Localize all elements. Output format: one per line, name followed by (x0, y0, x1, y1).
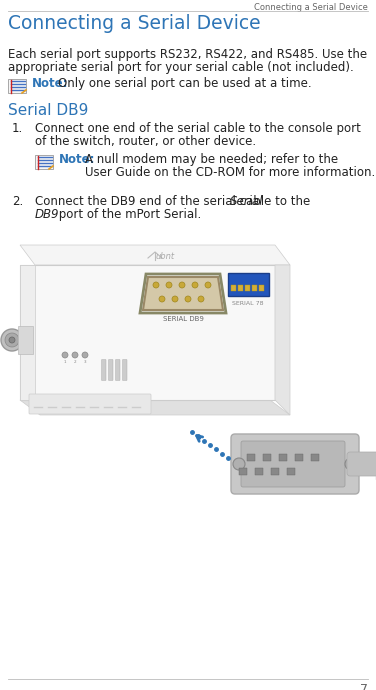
Circle shape (82, 352, 88, 358)
Text: Connect one end of the serial cable to the console port: Connect one end of the serial cable to t… (35, 122, 361, 135)
Circle shape (5, 333, 19, 347)
Bar (238, 285, 243, 291)
Circle shape (345, 458, 357, 470)
Text: Serial: Serial (230, 195, 263, 208)
FancyBboxPatch shape (109, 359, 113, 380)
Circle shape (198, 296, 204, 302)
Text: Connect the DB9 end of the serial cable to the: Connect the DB9 end of the serial cable … (35, 195, 314, 208)
Bar (311, 454, 319, 461)
Circle shape (153, 282, 159, 288)
Bar (295, 454, 303, 461)
Bar (287, 468, 295, 475)
Text: Note:: Note: (32, 77, 68, 90)
Bar (255, 468, 263, 475)
Bar (231, 285, 236, 291)
Bar (263, 454, 271, 461)
Circle shape (62, 352, 68, 358)
Polygon shape (275, 265, 290, 415)
Polygon shape (20, 400, 290, 415)
Circle shape (192, 282, 198, 288)
Bar (247, 454, 255, 461)
FancyBboxPatch shape (123, 359, 127, 380)
FancyBboxPatch shape (115, 359, 120, 380)
Polygon shape (20, 265, 275, 400)
Circle shape (205, 282, 211, 288)
Polygon shape (20, 265, 35, 400)
Bar (271, 468, 279, 475)
Circle shape (179, 282, 185, 288)
FancyBboxPatch shape (231, 434, 359, 494)
Circle shape (72, 352, 78, 358)
Circle shape (166, 282, 172, 288)
Text: 7: 7 (360, 683, 368, 690)
Text: Only one serial port can be used at a time.: Only one serial port can be used at a ti… (58, 77, 312, 90)
Text: Note:: Note: (59, 153, 96, 166)
Polygon shape (20, 245, 290, 265)
Text: 1.: 1. (12, 122, 23, 135)
Text: 2.: 2. (12, 195, 23, 208)
FancyBboxPatch shape (102, 359, 106, 380)
FancyBboxPatch shape (8, 79, 26, 93)
Text: SERIAL 78: SERIAL 78 (232, 301, 264, 306)
FancyBboxPatch shape (227, 273, 268, 295)
FancyBboxPatch shape (241, 441, 345, 487)
Circle shape (159, 296, 165, 302)
Bar (259, 285, 264, 291)
Polygon shape (143, 277, 223, 310)
Circle shape (172, 296, 178, 302)
FancyBboxPatch shape (29, 394, 151, 414)
Bar (245, 285, 250, 291)
Bar (252, 285, 257, 291)
Text: of the switch, router, or other device.: of the switch, router, or other device. (35, 135, 256, 148)
Text: appropriate serial port for your serial cable (not included).: appropriate serial port for your serial … (8, 61, 354, 74)
Bar (279, 454, 287, 461)
FancyBboxPatch shape (347, 452, 376, 476)
Text: DB9: DB9 (35, 208, 59, 221)
Text: Connecting a Serial Device: Connecting a Serial Device (8, 14, 261, 33)
Bar (18, 326, 33, 354)
FancyBboxPatch shape (35, 155, 53, 169)
Text: Serial DB9: Serial DB9 (8, 103, 88, 118)
Circle shape (1, 329, 23, 351)
Text: 2: 2 (74, 360, 76, 364)
Text: port of the mPort Serial.: port of the mPort Serial. (55, 208, 201, 221)
Text: ubnt: ubnt (155, 252, 174, 261)
Circle shape (185, 296, 191, 302)
Circle shape (233, 458, 245, 470)
Text: 1: 1 (64, 360, 66, 364)
Text: A null modem may be needed; refer to the: A null modem may be needed; refer to the (85, 153, 338, 166)
Text: SERIAL DB9: SERIAL DB9 (162, 316, 203, 322)
Circle shape (9, 337, 15, 343)
Text: Each serial port supports RS232, RS422, and RS485. Use the: Each serial port supports RS232, RS422, … (8, 48, 367, 61)
Text: 3: 3 (84, 360, 86, 364)
Text: User Guide on the CD-ROM for more information.: User Guide on the CD-ROM for more inform… (85, 166, 375, 179)
Text: Connecting a Serial Device: Connecting a Serial Device (254, 3, 368, 12)
Bar (239, 468, 247, 475)
